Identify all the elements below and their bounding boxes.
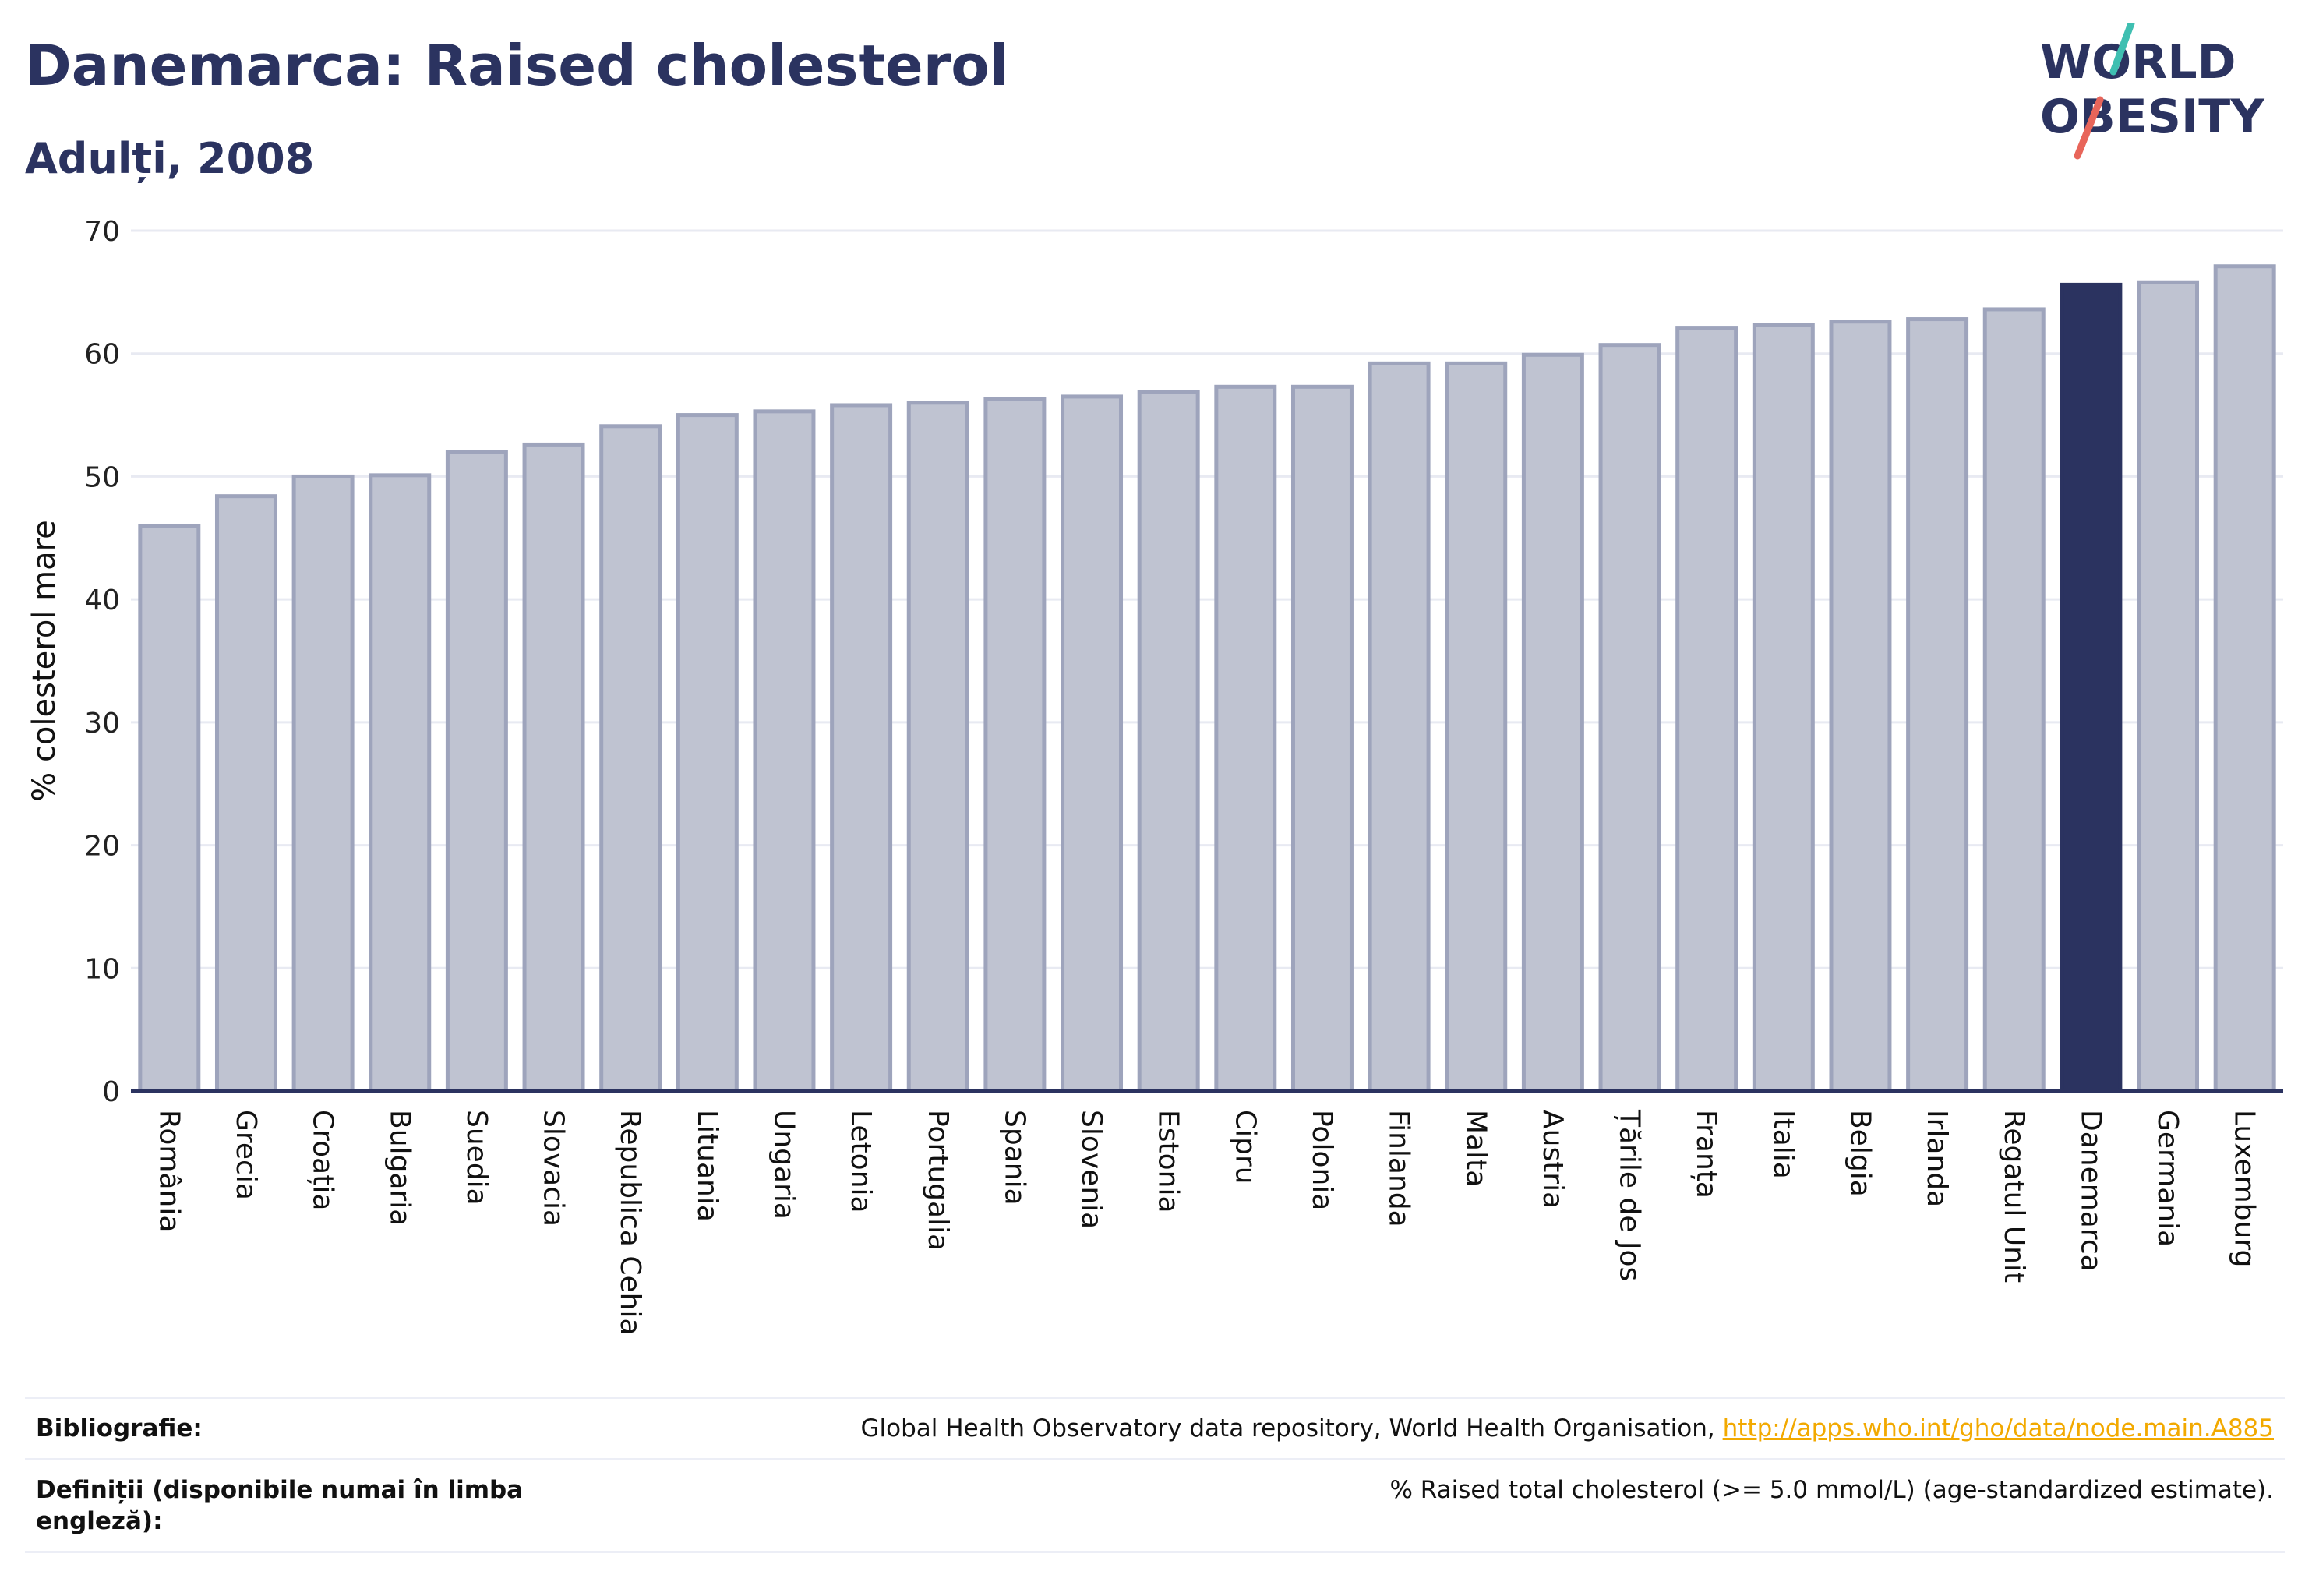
x-tick-label: Suedia (461, 1110, 492, 1206)
bar (1906, 317, 1969, 1093)
bar (1752, 323, 1815, 1093)
x-tick-label: Italia (1767, 1110, 1799, 1179)
y-axis-label: % colesterol mare (26, 520, 62, 802)
bibliography-row: Bibliografie: Global Health Observatory … (25, 1396, 2285, 1458)
bar (1290, 384, 1354, 1093)
chart-title: Danemarca: Raised cholesterol (25, 33, 1009, 98)
x-tick-label: Malta (1460, 1110, 1491, 1187)
bar (214, 494, 277, 1093)
bar (830, 403, 893, 1093)
logo-text-world: WORLD (2040, 35, 2236, 90)
bibliography-label: Bibliografie: (36, 1414, 203, 1442)
x-tick-label: Austria (1537, 1110, 1569, 1209)
bar (1982, 307, 2046, 1093)
y-tick-label: 20 (84, 831, 120, 863)
bar (445, 450, 508, 1093)
y-tick-label: 60 (84, 339, 120, 371)
x-tick-label: Republica Cehia (614, 1110, 646, 1336)
chart-subtitle: Adulți, 2008 (25, 134, 315, 183)
definitions-value: % Raised total cholesterol (>= 5.0 mmol/… (1389, 1476, 2274, 1504)
bar (1445, 361, 1508, 1093)
y-tick-label: 50 (84, 461, 120, 493)
y-tick-label: 40 (84, 584, 120, 616)
bar (2213, 264, 2276, 1093)
x-tick-label: Germania (2151, 1110, 2183, 1247)
x-tick-label: Croația (307, 1110, 339, 1210)
x-tick-label: România (153, 1110, 185, 1232)
x-tick-label: Estonia (1152, 1110, 1184, 1213)
bar (522, 442, 585, 1093)
x-tick-label: Portugalia (922, 1110, 954, 1251)
x-tick-label: Finlanda (1383, 1110, 1415, 1227)
x-tick-label: Bulgaria (383, 1110, 415, 1226)
logo-slash-bottom (2074, 96, 2104, 160)
bar (753, 409, 816, 1093)
footer-table: Bibliografie: Global Health Observatory … (25, 1396, 2285, 1553)
definitions-label: Definiții (disponibile numai în limba en… (36, 1476, 524, 1535)
world-obesity-logo: WORLD OBESITY (2040, 23, 2265, 160)
bar (1368, 361, 1431, 1093)
bar-highlighted (2060, 282, 2123, 1093)
x-tick-label: Slovacia (538, 1110, 570, 1227)
bar (1214, 384, 1277, 1093)
x-tick-label: Belgia (1844, 1110, 1876, 1197)
x-tick-label: Letonia (845, 1110, 877, 1213)
y-tick-label: 70 (84, 216, 120, 248)
bar-chart: 0 10 20 30 40 50 60 70 România Grecia Croația Bulga… (26, 216, 2283, 1336)
bar (1521, 352, 1584, 1093)
x-tick-label: Cipru (1229, 1110, 1261, 1185)
bar (676, 413, 739, 1093)
bar (983, 397, 1047, 1093)
x-tick-label: Lituania (691, 1110, 723, 1222)
bar (1675, 326, 1738, 1093)
bar (599, 424, 662, 1093)
logo-slash-top (2109, 23, 2135, 76)
x-tick-label: Slovenia (1075, 1110, 1107, 1229)
bibliography-text: Global Health Observatory data repositor… (860, 1414, 1723, 1442)
bibliography-value: Global Health Observatory data repositor… (861, 1413, 2274, 1444)
bar (291, 474, 355, 1093)
x-tick-label: Irlanda (1921, 1110, 1953, 1207)
x-tick-label: Spania (998, 1110, 1030, 1206)
bar (1829, 320, 1892, 1093)
x-tick-label: Grecia (230, 1110, 262, 1200)
y-tick-label: 0 (102, 1076, 120, 1108)
x-tick-label: Franța (1690, 1110, 1722, 1199)
y-tick-label: 10 (84, 953, 120, 985)
x-tick-label: Danemarca (2074, 1110, 2106, 1272)
x-tick-label: Regatul Unit (1998, 1110, 2030, 1283)
y-tick-label: 30 (84, 708, 120, 740)
bibliography-link[interactable]: http://apps.who.int/gho/data/node.main.A… (1722, 1414, 2274, 1442)
bar (1137, 390, 1200, 1093)
x-tick-label: Polonia (1306, 1110, 1338, 1210)
x-tick-label: Luxemburg (2229, 1110, 2261, 1267)
bar (1061, 394, 1124, 1093)
bar (138, 524, 201, 1093)
x-tick-label: Țările de Jos (1614, 1109, 1646, 1281)
definitions-row: Definiții (disponibile numai în limba en… (25, 1458, 2285, 1553)
bar (906, 401, 969, 1093)
bar (369, 473, 432, 1093)
logo-text-obesity: OBESITY (2040, 90, 2265, 144)
x-tick-label: Ungaria (768, 1110, 800, 1220)
bar (1598, 343, 1661, 1093)
bar (2137, 280, 2200, 1093)
